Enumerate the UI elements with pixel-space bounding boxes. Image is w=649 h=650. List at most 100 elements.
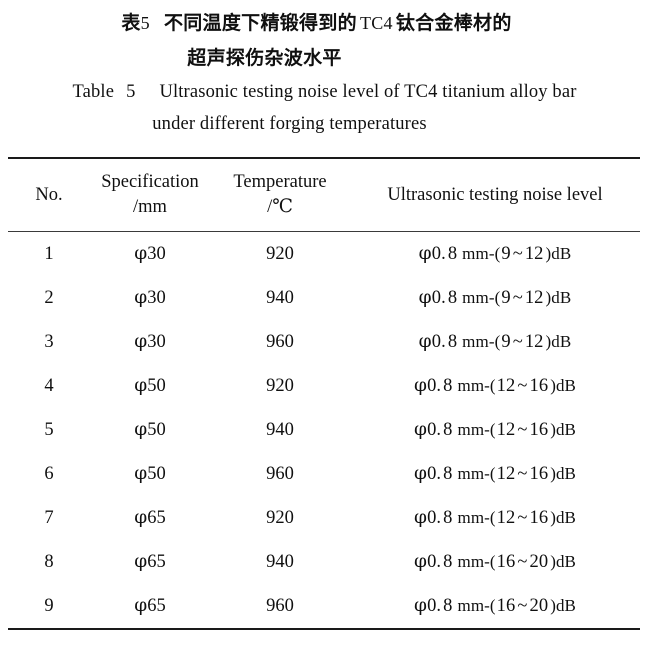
specification-value: 30 xyxy=(147,288,166,308)
cell-temperature: 960 xyxy=(266,331,294,352)
noise-phi-symbol: φ xyxy=(418,287,432,308)
noise-size-integer: 0. xyxy=(427,376,442,396)
noise-unit-prefix: mm-( xyxy=(457,552,496,571)
noise-size-decimal: 8 xyxy=(443,420,453,440)
cell-temperature: 960 xyxy=(210,584,350,630)
noise-unit-db: )dB xyxy=(545,288,572,307)
noise-phi-symbol: φ xyxy=(414,419,428,440)
phi-symbol: φ xyxy=(134,331,148,352)
specification-value: 30 xyxy=(147,332,166,352)
cell-no: 2 xyxy=(44,287,54,308)
noise-range-high: 12 xyxy=(524,244,544,264)
specification-value: 50 xyxy=(147,420,166,440)
table-row: 5 φ50 940 φ0. 8 mm-(12 ~16)dB xyxy=(8,408,640,452)
noise-range-low: 12 xyxy=(496,464,516,484)
caption-english-line-1: Table 5 Ultrasonic testing noise level of … xyxy=(0,76,649,108)
noise-range-tilde: ~ xyxy=(512,244,523,264)
cell-no: 4 xyxy=(44,375,54,396)
caption-chinese-text-b: 钛合金棒材的 xyxy=(395,12,512,34)
table-row: 3 φ30 960 φ0. 8 mm-(9 ~12)dB xyxy=(8,320,640,364)
noise-range-high: 16 xyxy=(529,376,549,396)
caption-english-text-2: under different forging temperatures xyxy=(152,114,427,134)
noise-range-low: 12 xyxy=(496,508,516,528)
phi-symbol: φ xyxy=(134,595,148,616)
column-header-specification: Specification /mm xyxy=(90,158,210,232)
cell-specification: φ50 xyxy=(90,364,210,408)
caption-english-line-2: under different forging temperatures xyxy=(0,108,649,140)
noise-phi-symbol: φ xyxy=(414,507,428,528)
table-row: 2 φ30 940 φ0. 8 mm-(9 ~12)dB xyxy=(8,276,640,320)
noise-range-tilde: ~ xyxy=(517,508,528,528)
phi-symbol: φ xyxy=(134,419,148,440)
table-body: 1 φ30 920 φ0. 8 mm-(9 ~12)dB 2 φ30 940 φ0. 8 mm-(9 ~1… xyxy=(8,231,640,630)
noise-size-integer: 0. xyxy=(427,464,442,484)
cell-specification: φ65 xyxy=(90,540,210,584)
noise-size-decimal: 8 xyxy=(443,464,453,484)
caption-chinese-label: 表 xyxy=(121,12,141,34)
cell-specification: φ30 xyxy=(90,276,210,320)
phi-symbol: φ xyxy=(134,507,148,528)
table-header: No. Specification /mm Temperature /℃ Ult… xyxy=(8,158,640,232)
noise-size-integer: 0. xyxy=(431,288,446,308)
noise-range-high: 20 xyxy=(529,552,549,572)
column-header-temperature: Temperature /℃ xyxy=(210,158,350,232)
caption-chinese-latin: TC4 xyxy=(359,13,393,33)
noise-phi-symbol: φ xyxy=(414,375,428,396)
phi-symbol: φ xyxy=(134,375,148,396)
noise-range-high: 16 xyxy=(529,508,549,528)
noise-unit-prefix: mm-( xyxy=(462,288,501,307)
noise-phi-symbol: φ xyxy=(418,243,432,264)
noise-size-decimal: 8 xyxy=(447,288,458,308)
noise-unit-db: )dB xyxy=(550,552,576,571)
specification-value: 65 xyxy=(147,508,166,528)
noise-range-tilde: ~ xyxy=(517,420,528,440)
caption-chinese-number: 5 xyxy=(140,13,150,33)
noise-unit-prefix: mm-( xyxy=(457,464,496,483)
noise-range-low: 12 xyxy=(496,376,516,396)
cell-no: 8 xyxy=(44,551,54,572)
noise-range-low: 16 xyxy=(496,552,516,572)
noise-phi-symbol: φ xyxy=(414,551,428,572)
column-header-temperature-label: Temperature xyxy=(233,172,327,192)
noise-unit-db: )dB xyxy=(545,244,572,263)
noise-range-tilde: ~ xyxy=(517,376,528,396)
table-header-row: No. Specification /mm Temperature /℃ Ult… xyxy=(8,158,640,232)
cell-temperature: 960 xyxy=(266,463,294,484)
cell-no: 7 xyxy=(44,507,54,528)
noise-size-decimal: 8 xyxy=(447,244,458,264)
phi-symbol: φ xyxy=(134,243,148,264)
column-header-noise-level-label: Ultrasonic testing noise level xyxy=(387,184,603,205)
noise-size-decimal: 8 xyxy=(443,552,453,572)
cell-specification: φ65 xyxy=(90,584,210,630)
noise-range-tilde: ~ xyxy=(517,552,528,572)
cell-no: 9 xyxy=(8,584,90,630)
cell-noise-level: φ0. 8 mm-(12 ~16)dB xyxy=(350,408,640,452)
noise-range-low: 12 xyxy=(496,420,516,440)
data-table-container: No. Specification /mm Temperature /℃ Ult… xyxy=(8,157,640,630)
noise-size-integer: 0. xyxy=(427,596,442,616)
noise-range-high: 12 xyxy=(524,332,544,352)
noise-unit-prefix: mm-( xyxy=(462,332,501,351)
noise-size-decimal: 8 xyxy=(443,376,453,396)
noise-size-integer: 0. xyxy=(431,332,446,352)
noise-unit-db: )dB xyxy=(550,464,576,483)
cell-specification: φ65 xyxy=(90,496,210,540)
noise-range-tilde: ~ xyxy=(512,332,523,352)
noise-size-decimal: 8 xyxy=(447,332,458,352)
table-row: 7 φ65 920 φ0. 8 mm-(12 ~16)dB xyxy=(8,496,640,540)
table-row: 8 φ65 940 φ0. 8 mm-(16 ~20)dB xyxy=(8,540,640,584)
noise-range-high: 20 xyxy=(529,596,549,616)
caption-english-label: Table xyxy=(72,82,115,102)
column-header-specification-label: Specification xyxy=(101,172,199,192)
column-header-no: No. xyxy=(8,158,90,232)
phi-symbol: φ xyxy=(134,463,148,484)
cell-noise-level: φ0. 8 mm-(9 ~12)dB xyxy=(350,276,640,320)
noise-size-integer: 0. xyxy=(427,420,442,440)
noise-size-integer: 0. xyxy=(427,552,442,572)
noise-range-tilde: ~ xyxy=(517,464,528,484)
noise-range-high: 16 xyxy=(529,420,549,440)
cell-noise-level: φ0. 8 mm-(16 ~20)dB xyxy=(350,540,640,584)
noise-unit-prefix: mm-( xyxy=(462,244,501,263)
noise-phi-symbol: φ xyxy=(418,331,432,352)
cell-noise-level: φ0. 8 mm-(16 ~20)dB xyxy=(350,584,640,630)
